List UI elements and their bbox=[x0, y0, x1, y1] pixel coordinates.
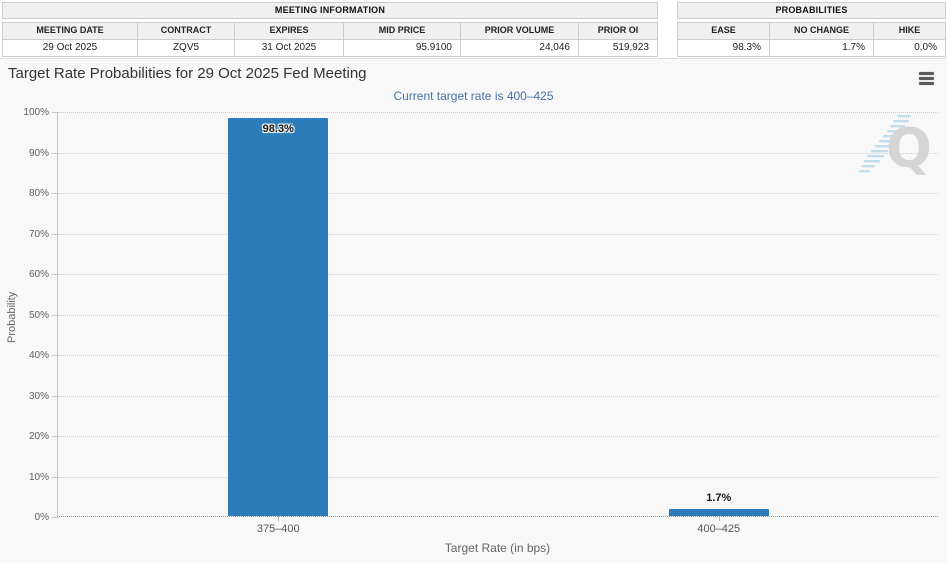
y-axis-tick bbox=[52, 274, 58, 275]
probability-bar[interactable] bbox=[228, 117, 329, 516]
gridline bbox=[58, 193, 938, 194]
y-axis-label: 30% bbox=[28, 390, 49, 402]
column-header-hike: HIKE bbox=[898, 25, 921, 35]
gridline bbox=[58, 395, 938, 397]
gridline bbox=[58, 476, 938, 478]
gridline bbox=[58, 112, 938, 113]
y-axis-label: 40% bbox=[28, 350, 49, 361]
y-axis-label: 10% bbox=[28, 471, 49, 483]
column-header-prior-oi: PRIOR OI bbox=[597, 25, 639, 35]
meeting-information-group-header: MEETING INFORMATION bbox=[2, 2, 658, 19]
prior-oi-value: 519,923 bbox=[612, 42, 649, 53]
y-axis-tick bbox=[52, 436, 58, 437]
gridline bbox=[58, 355, 938, 356]
y-axis-tick bbox=[52, 395, 58, 397]
no-change-probability-value: 1.7% bbox=[770, 40, 874, 56]
prior-volume-value: 24,046 bbox=[461, 40, 579, 56]
info-tables-bar: MEETING INFORMATION MEETING DATE CONTRAC… bbox=[0, 0, 947, 58]
x-axis-tick bbox=[718, 516, 720, 521]
mid-price-value: 95.9100 bbox=[344, 40, 461, 56]
y-axis-tick bbox=[52, 112, 58, 113]
contract-value: ZQV5 bbox=[138, 40, 235, 56]
hamburger-menu-icon bbox=[919, 72, 934, 75]
y-axis-label: 20% bbox=[28, 431, 49, 442]
y-axis-tick bbox=[52, 152, 58, 154]
y-axis-label: 50% bbox=[28, 309, 49, 321]
probability-bar[interactable] bbox=[668, 509, 769, 516]
y-axis-tick bbox=[52, 193, 58, 194]
y-axis-tick bbox=[52, 517, 58, 518]
q-letter-icon: Q bbox=[886, 117, 932, 180]
column-header-mid-price: MID PRICE bbox=[344, 23, 461, 39]
column-header-prior-volume: PRIOR VOLUME bbox=[461, 23, 579, 39]
probabilities-group-header: PROBABILITIES bbox=[677, 2, 946, 19]
column-header-expires: EXPIRES bbox=[235, 23, 344, 39]
hike-probability-value: 0.0% bbox=[914, 42, 937, 53]
column-header-ease: EASE bbox=[678, 23, 770, 39]
column-header-no-change: NO CHANGE bbox=[770, 23, 874, 39]
x-axis-tick bbox=[278, 516, 280, 521]
category-label: 375–400 bbox=[256, 523, 300, 535]
hamburger-menu-icon bbox=[919, 77, 934, 80]
hamburger-menu-icon bbox=[919, 82, 934, 85]
probabilities-table: PROBABILITIES EASE NO CHANGE HIKE 98.3% … bbox=[677, 2, 946, 57]
gridline bbox=[58, 233, 938, 235]
y-axis-tick bbox=[52, 233, 58, 235]
bar-value-label: 98.3% bbox=[262, 122, 294, 135]
y-axis-tick bbox=[52, 476, 58, 478]
column-header-contract: CONTRACT bbox=[138, 23, 235, 39]
meeting-information-table: MEETING INFORMATION MEETING DATE CONTRAC… bbox=[2, 2, 658, 57]
chart-subtitle: Current target rate is 400–425 bbox=[393, 89, 554, 103]
y-axis-label: 100% bbox=[23, 107, 49, 118]
y-axis-label: 80% bbox=[28, 188, 49, 199]
x-axis-title: Target Rate (in bps) bbox=[444, 541, 551, 555]
bar-value-label: 1.7% bbox=[706, 492, 732, 505]
ease-probability-value: 98.3% bbox=[678, 40, 770, 56]
y-axis-label: 60% bbox=[28, 269, 49, 280]
y-axis-tick bbox=[52, 355, 58, 356]
meeting-date-value: 29 Oct 2025 bbox=[3, 40, 138, 56]
swoosh-stripes-icon bbox=[859, 115, 911, 173]
column-header-meeting-date: MEETING DATE bbox=[3, 23, 138, 39]
quikstrike-q-watermark-icon: Q bbox=[859, 115, 932, 180]
y-axis-title: Probability bbox=[6, 291, 18, 343]
expires-value: 31 Oct 2025 bbox=[235, 40, 344, 56]
gridline bbox=[58, 314, 938, 316]
plot-area: 0% 10% 20% 30% 40% 50% 60% 70% 80% 90% 100% 98.3% 37… bbox=[23, 107, 938, 535]
y-axis-label: 0% bbox=[34, 512, 49, 523]
gridline bbox=[58, 152, 938, 154]
y-axis-tick bbox=[52, 314, 58, 316]
target-rate-probability-chart: Target Rate Probabilities for 29 Oct 202… bbox=[0, 58, 947, 563]
y-axis-label: 70% bbox=[28, 228, 49, 240]
chart-title: Target Rate Probabilities for 29 Oct 202… bbox=[8, 65, 367, 82]
category-label: 400–425 bbox=[697, 523, 741, 535]
gridline bbox=[58, 436, 938, 437]
chart-context-menu-button[interactable] bbox=[917, 69, 936, 86]
y-axis-label: 90% bbox=[28, 147, 49, 159]
gridline bbox=[58, 274, 938, 275]
